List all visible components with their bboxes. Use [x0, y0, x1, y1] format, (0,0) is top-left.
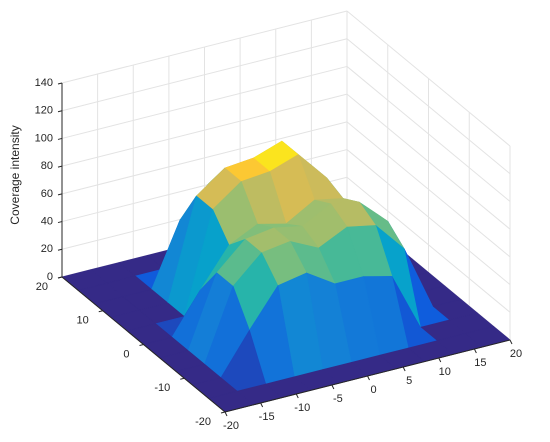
z-tick — [57, 193, 63, 196]
grid-line — [346, 66, 511, 202]
z-tick-label: 140 — [35, 77, 53, 89]
x-tick-label: 20 — [510, 348, 522, 360]
surface — [61, 140, 511, 413]
x-tick-label: -10 — [294, 402, 310, 414]
grid-line — [61, 93, 348, 167]
z-axis-label: Coverage intensity — [8, 125, 22, 224]
z-tick — [57, 110, 63, 113]
z-tick-label: 60 — [41, 188, 53, 200]
x-tick-label: 15 — [474, 357, 486, 369]
y-tick-label: 10 — [77, 315, 89, 327]
grid-line — [61, 10, 348, 84]
y-tick — [139, 344, 144, 346]
grid-line — [346, 93, 511, 230]
x-tick — [438, 357, 442, 363]
z-tick-label: 100 — [35, 132, 53, 144]
z-tick — [57, 248, 63, 251]
x-tick-label: 10 — [439, 366, 451, 378]
x-tick — [509, 339, 513, 345]
x-tick-label: -20 — [223, 420, 239, 432]
z-tick — [57, 82, 63, 85]
grid-line — [61, 38, 348, 112]
x-tick — [367, 375, 370, 381]
z-tick — [57, 137, 63, 140]
z-tick-label: 80 — [41, 160, 53, 172]
y-tick-label: 20 — [36, 281, 48, 293]
x-tick — [473, 348, 477, 354]
grid-line — [346, 10, 511, 147]
grid-line — [346, 121, 511, 258]
z-tick-label: 40 — [41, 215, 53, 227]
y-tick — [220, 411, 226, 414]
x-tick — [260, 402, 264, 408]
grid-line — [346, 176, 511, 313]
y-tick-label: -20 — [195, 416, 211, 428]
y-tick-label: 0 — [123, 348, 129, 360]
x-tick-label: 5 — [406, 375, 412, 387]
x-tick-label: -5 — [333, 393, 343, 405]
grid-line — [61, 65, 348, 139]
x-tick — [402, 366, 406, 372]
x-tick — [331, 384, 335, 390]
z-tick-label: 20 — [41, 243, 53, 255]
y-tick — [180, 377, 185, 380]
z-tick-label: 0 — [47, 271, 53, 283]
z-tick-label: 120 — [35, 105, 53, 117]
z-tick — [57, 276, 63, 279]
grid-line — [346, 38, 511, 175]
grid-line — [61, 121, 348, 195]
x-tick-label: 0 — [370, 384, 376, 396]
axes: -20-15-10-505101520-20-10010200204060801… — [35, 77, 522, 432]
x-tick — [224, 411, 228, 417]
x-tick — [295, 393, 299, 399]
z-tick — [57, 221, 63, 224]
x-tick-label: -15 — [259, 411, 275, 423]
grid-line — [346, 149, 511, 285]
y-tick-label: -10 — [154, 382, 170, 394]
z-tick — [57, 165, 63, 168]
y-tick — [98, 310, 103, 313]
